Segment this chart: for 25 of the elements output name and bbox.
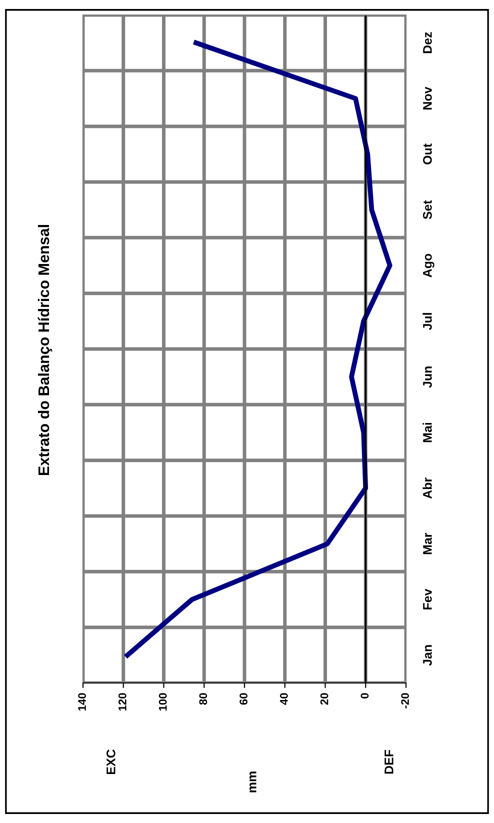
y-tick-label: Abr: [422, 478, 432, 499]
text: EXC: [106, 749, 116, 774]
y-tick-label: Mai: [422, 422, 432, 442]
y-tick-label: Fev: [423, 588, 432, 610]
x-tick-label: -20: [401, 693, 409, 708]
y-tick-label: Jun: [423, 366, 432, 388]
text: Extrato do Balanço Hídrico Mensal: [38, 225, 52, 476]
text: DEF: [384, 750, 394, 774]
y-tick-label: Ago: [423, 254, 434, 278]
x-tick-label: 20: [320, 693, 328, 705]
y-tick-label: Mar: [423, 532, 432, 554]
x-tick-label: 0: [360, 693, 369, 698]
x-tick-label: 120: [118, 693, 126, 711]
y-tick-label: Set: [422, 200, 432, 220]
x-tick-label: 40: [280, 693, 288, 705]
y-tick-label: Dez: [423, 32, 432, 54]
x-tick-label: 100: [158, 693, 167, 711]
y-tick-label: Jul: [422, 313, 432, 330]
y-tick-label: Jan: [423, 645, 432, 666]
x-tick-label: 60: [240, 693, 248, 705]
y-axis-title: mm: [250, 772, 256, 792]
y-tick-label: Out: [422, 144, 432, 164]
x-tick-label: 140: [78, 693, 86, 711]
y-tick-label: Nov: [423, 86, 432, 110]
x-tick-label: 80: [199, 693, 208, 705]
